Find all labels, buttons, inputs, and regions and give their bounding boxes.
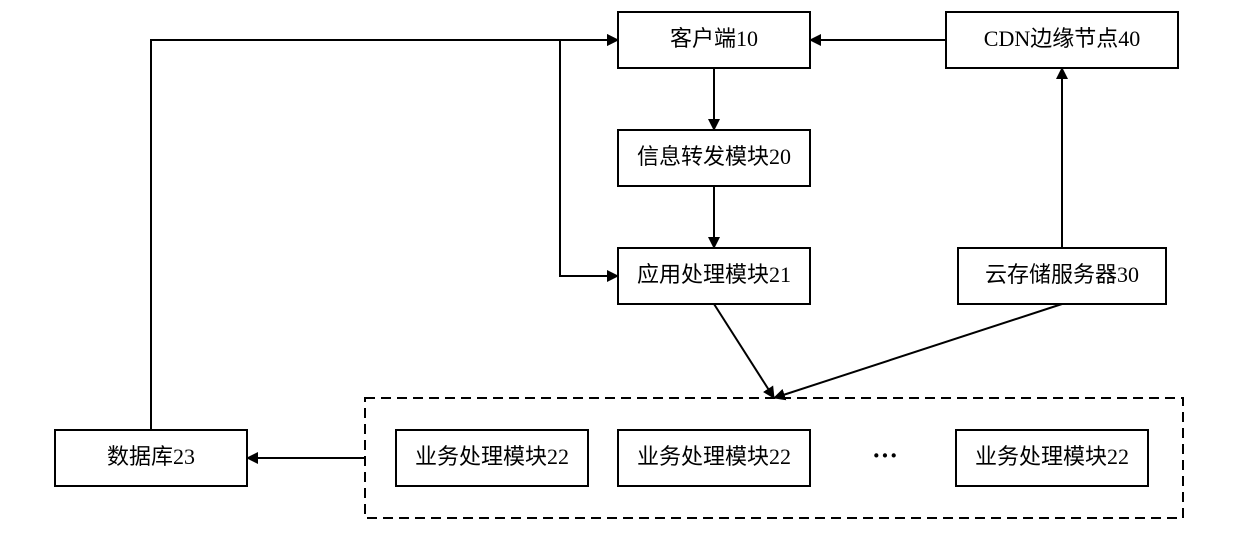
node-forward-label: 信息转发模块20 <box>637 144 791 169</box>
ellipsis: ··· <box>872 441 898 470</box>
node-cdn-label: CDN边缘节点40 <box>984 26 1140 51</box>
edge <box>560 40 618 276</box>
edge <box>151 40 618 430</box>
node-biz1-label: 业务处理模块22 <box>415 444 569 469</box>
node-client-label: 客户端10 <box>670 26 758 51</box>
node-cloud-label: 云存储服务器30 <box>985 262 1139 287</box>
node-biz3-label: 业务处理模块22 <box>975 444 1129 469</box>
edge <box>714 304 774 398</box>
node-app-label: 应用处理模块21 <box>637 262 791 287</box>
node-biz2-label: 业务处理模块22 <box>637 444 791 469</box>
edge-db-to-client <box>151 40 618 430</box>
edge <box>774 304 1062 398</box>
node-db-label: 数据库23 <box>107 444 195 469</box>
